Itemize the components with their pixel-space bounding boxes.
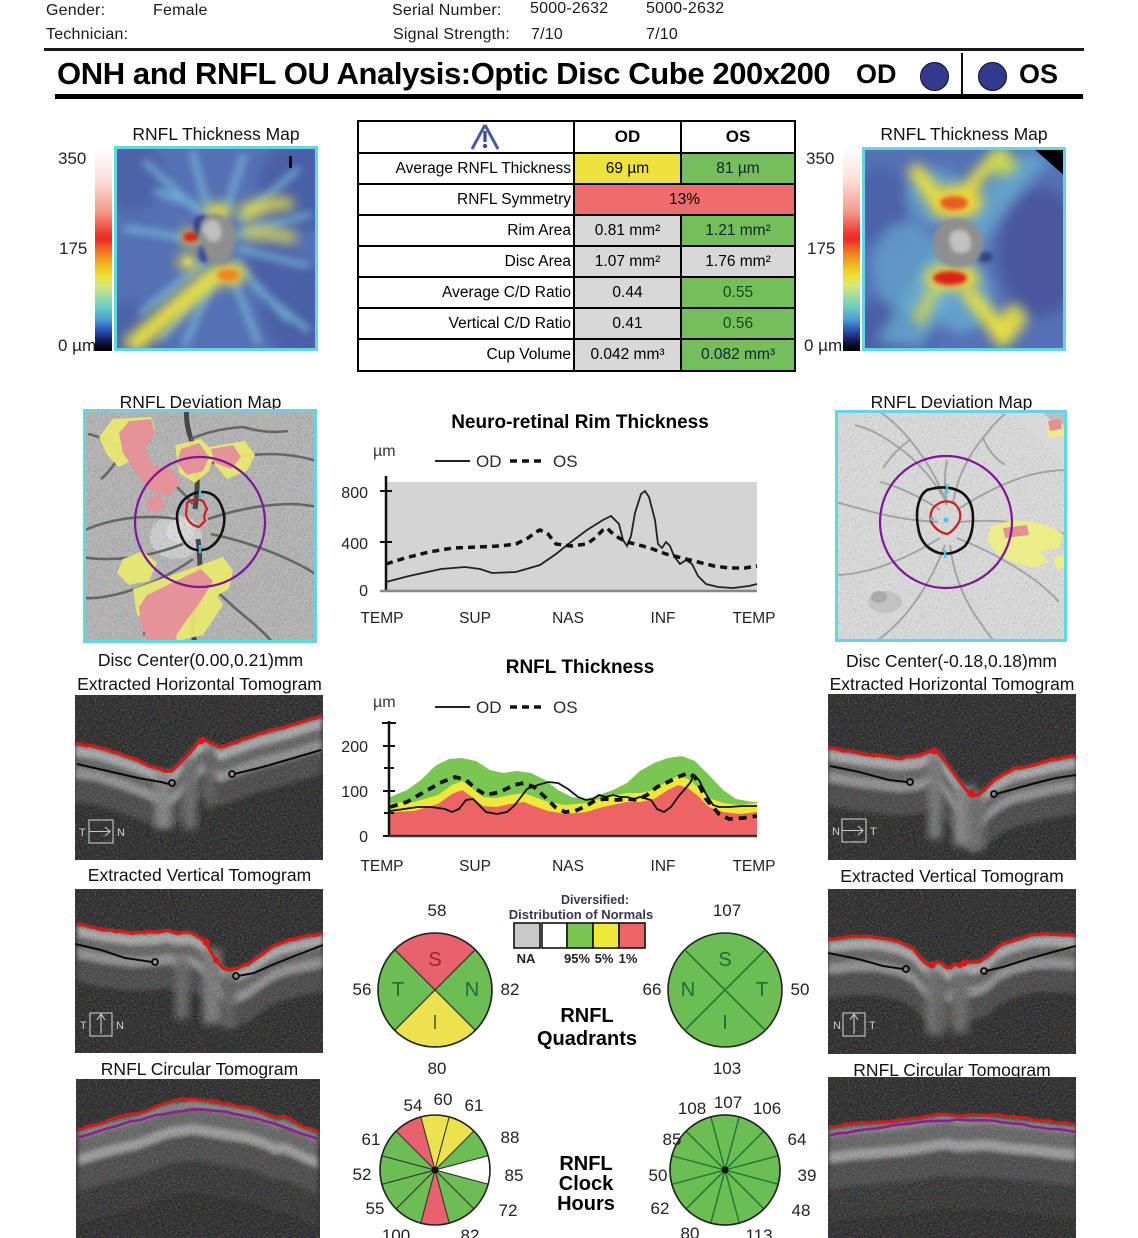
svg-text:I: I	[722, 1012, 728, 1034]
svg-text:TEMP: TEMP	[360, 858, 403, 875]
svg-text:OS: OS	[553, 452, 578, 471]
svg-text:1%: 1%	[619, 951, 638, 966]
svg-text:T: T	[392, 979, 404, 1001]
svg-text:85: 85	[663, 1130, 682, 1149]
svg-text:S: S	[718, 949, 731, 971]
svg-text:T: T	[80, 1020, 87, 1032]
svg-text:80: 80	[428, 1059, 447, 1078]
svg-text:TEMP: TEMP	[360, 610, 403, 627]
svg-text:SUP: SUP	[459, 610, 491, 627]
svg-text:82: 82	[501, 980, 520, 999]
svg-text:103: 103	[713, 1059, 741, 1078]
svg-text:0: 0	[359, 829, 368, 846]
svg-text:100: 100	[382, 1226, 410, 1238]
svg-text:µm: µm	[373, 443, 396, 460]
svg-text:Hours: Hours	[557, 1193, 615, 1215]
svg-text:INF: INF	[651, 610, 676, 627]
svg-text:60: 60	[434, 1090, 453, 1109]
svg-text:TEMP: TEMP	[732, 610, 775, 627]
svg-text:61: 61	[362, 1130, 381, 1149]
svg-text:INF: INF	[651, 858, 676, 875]
svg-text:72: 72	[499, 1201, 518, 1220]
svg-text:OD: OD	[476, 452, 502, 471]
svg-text:I: I	[432, 1012, 438, 1034]
svg-text:52: 52	[353, 1165, 372, 1184]
svg-text:N: N	[833, 1020, 841, 1032]
svg-text:800: 800	[341, 485, 368, 502]
svg-text:95%: 95%	[564, 951, 590, 966]
svg-text:50: 50	[649, 1166, 668, 1185]
svg-text:T: T	[79, 827, 86, 839]
svg-text:Quadrants: Quadrants	[537, 1028, 637, 1050]
svg-text:N: N	[681, 979, 695, 1001]
svg-text:80: 80	[681, 1224, 700, 1238]
svg-text:OS: OS	[553, 698, 578, 717]
svg-text:RNFL: RNFL	[559, 1153, 612, 1175]
svg-text:T: T	[869, 1020, 876, 1032]
svg-text:400: 400	[341, 536, 368, 553]
svg-text:64: 64	[788, 1130, 807, 1149]
svg-text:T: T	[870, 826, 877, 838]
svg-text:106: 106	[753, 1099, 781, 1118]
svg-text:62: 62	[651, 1199, 670, 1218]
svg-text:N: N	[832, 826, 840, 838]
svg-text:56: 56	[353, 980, 372, 999]
svg-text:NAS: NAS	[552, 610, 584, 627]
svg-text:66: 66	[643, 980, 662, 999]
svg-text:48: 48	[792, 1201, 811, 1220]
svg-text:82: 82	[461, 1226, 480, 1238]
svg-text:Diversified:: Diversified:	[561, 893, 629, 907]
svg-text:RNFL: RNFL	[560, 1005, 613, 1027]
svg-text:108: 108	[678, 1099, 706, 1118]
svg-text:NA: NA	[517, 951, 536, 966]
svg-text:Distribution of Normals: Distribution of Normals	[509, 907, 653, 922]
svg-text:N: N	[116, 1020, 124, 1032]
svg-text:39: 39	[798, 1166, 817, 1185]
svg-text:61: 61	[465, 1096, 484, 1115]
svg-text:50: 50	[791, 980, 810, 999]
svg-text:100: 100	[341, 784, 368, 801]
svg-text:88: 88	[501, 1128, 520, 1147]
svg-text:SUP: SUP	[459, 858, 491, 875]
svg-text:0: 0	[359, 583, 368, 600]
svg-text:85: 85	[505, 1166, 524, 1185]
svg-text:55: 55	[366, 1199, 385, 1218]
svg-text:N: N	[465, 979, 479, 1001]
svg-text:N: N	[117, 827, 125, 839]
svg-text:NAS: NAS	[552, 858, 584, 875]
svg-text:58: 58	[428, 901, 447, 920]
svg-text:TEMP: TEMP	[732, 858, 775, 875]
svg-text:T: T	[756, 979, 768, 1001]
svg-text:107: 107	[713, 901, 741, 920]
svg-text:200: 200	[341, 739, 368, 756]
svg-text:OD: OD	[476, 698, 502, 717]
svg-text:54: 54	[404, 1096, 423, 1115]
svg-text:µm: µm	[373, 694, 396, 711]
svg-text:113: 113	[745, 1226, 772, 1238]
svg-text:5%: 5%	[595, 951, 614, 966]
svg-text:S: S	[428, 949, 441, 971]
svg-text:107: 107	[714, 1093, 742, 1112]
svg-text:Clock: Clock	[559, 1173, 614, 1195]
